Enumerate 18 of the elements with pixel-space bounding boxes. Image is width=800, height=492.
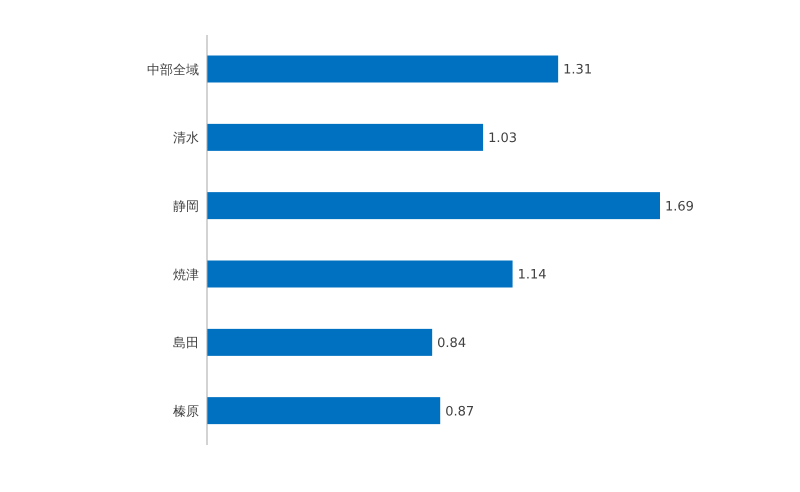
y-tick-label: 焼津 bbox=[173, 268, 199, 283]
y-tick-label: 中部全域 bbox=[147, 62, 199, 78]
y-tick-label: 静岡 bbox=[173, 199, 199, 214]
bar bbox=[207, 192, 660, 220]
data-label: 0.84 bbox=[437, 336, 466, 351]
bar bbox=[207, 260, 513, 288]
data-label: 1.03 bbox=[488, 130, 518, 146]
data-label: 1.31 bbox=[563, 62, 592, 78]
data-label: 1.69 bbox=[665, 199, 694, 214]
y-tick-label: 島田 bbox=[173, 336, 199, 352]
bar bbox=[207, 397, 440, 424]
bar bbox=[207, 124, 484, 151]
bar bbox=[207, 328, 432, 356]
y-tick-label: 清水 bbox=[173, 131, 199, 146]
data-label: 1.14 bbox=[518, 268, 547, 283]
data-label: 0.87 bbox=[445, 404, 474, 420]
bar bbox=[207, 56, 558, 82]
y-tick-label: 榛原 bbox=[173, 404, 199, 420]
